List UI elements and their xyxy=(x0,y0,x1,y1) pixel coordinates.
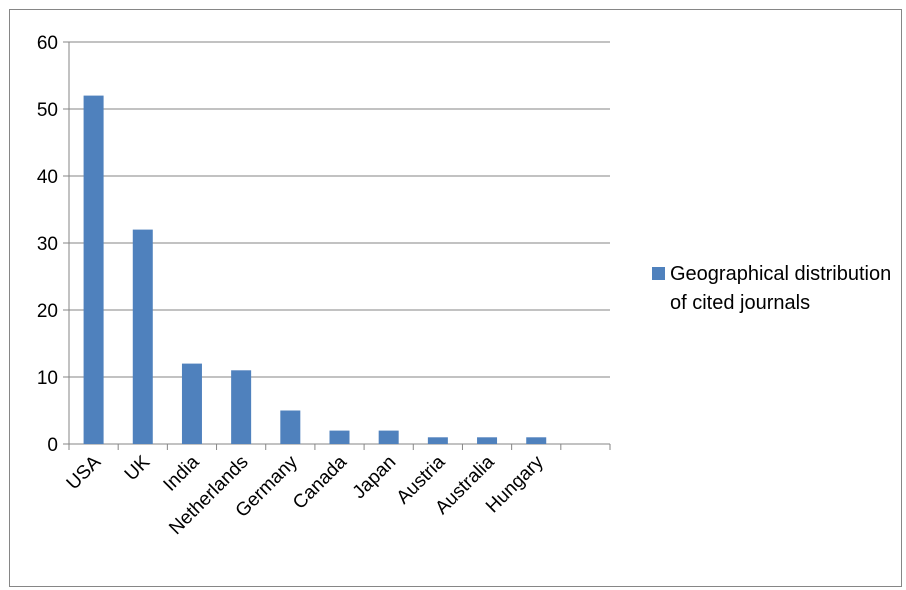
y-tick-label: 20 xyxy=(37,301,58,322)
bar-uk xyxy=(132,229,153,444)
bar-australia xyxy=(477,437,498,444)
chart-frame xyxy=(9,9,902,587)
y-tick-label: 0 xyxy=(47,435,58,456)
bar-austria xyxy=(427,437,448,444)
legend-label: Geographical distribution of cited journ… xyxy=(670,263,892,314)
bar-germany xyxy=(280,410,301,444)
y-tick-label: 50 xyxy=(37,100,58,121)
bar-hungary xyxy=(526,437,547,444)
gridlines xyxy=(69,41,610,378)
legend-swatch xyxy=(652,267,665,280)
bar-usa xyxy=(83,95,104,444)
x-tick-label: UK xyxy=(121,451,155,485)
bar-canada xyxy=(329,430,350,444)
bars xyxy=(83,95,547,444)
bar-japan xyxy=(378,430,399,444)
bar-india xyxy=(181,363,202,444)
y-tick-label: 30 xyxy=(37,234,58,255)
bar-netherlands xyxy=(231,370,252,444)
y-tick-label: 10 xyxy=(37,368,58,389)
x-tick-label: USA xyxy=(63,451,106,494)
x-tick-label: Japan xyxy=(349,452,400,503)
x-tick-label: Canada xyxy=(289,451,351,513)
y-tick-label: 40 xyxy=(37,167,58,188)
y-tick-label: 60 xyxy=(37,33,58,54)
x-tick-label: India xyxy=(160,451,204,495)
